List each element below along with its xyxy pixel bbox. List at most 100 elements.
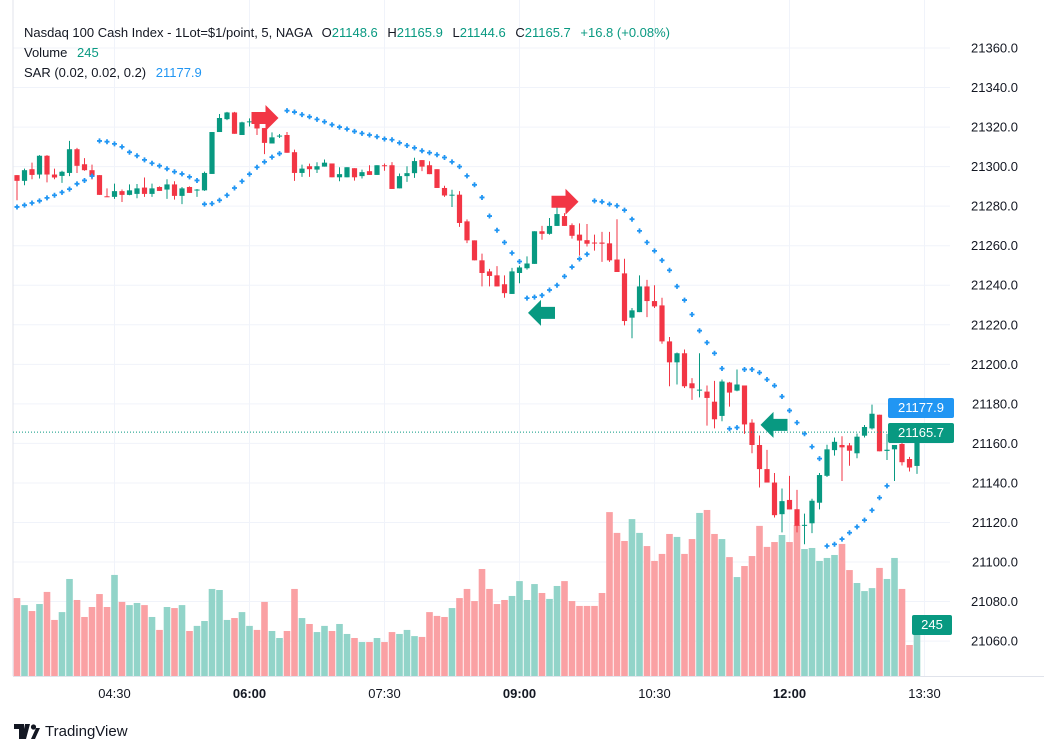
sar-value: 21177.9 — [155, 65, 202, 80]
volume-bar — [313, 632, 321, 676]
y-tick-label: 21300.0 — [971, 159, 1018, 174]
volume-bar — [373, 637, 381, 676]
tradingview-logo-icon — [14, 724, 40, 739]
candle-body — [666, 341, 673, 363]
volume-bar — [756, 525, 763, 676]
volume-bar — [831, 554, 838, 676]
volume-legend[interactable]: Volume 245 — [24, 45, 99, 60]
volume-badge: 245 — [912, 615, 952, 635]
sar-dot — [697, 328, 702, 334]
sar-dot — [854, 524, 860, 530]
volume-bar — [883, 578, 891, 676]
sar-dot — [682, 297, 687, 303]
y-tick-label: 21340.0 — [971, 80, 1018, 95]
volume-bar — [553, 585, 561, 676]
sar-dot — [412, 145, 417, 151]
volume-bar — [388, 632, 396, 676]
volume-bar — [606, 512, 613, 676]
x-tick-label: 07:30 — [368, 686, 401, 701]
volume-bar — [403, 629, 411, 676]
candle-body — [756, 444, 763, 470]
sar-dot — [487, 213, 492, 219]
candle-body — [254, 121, 260, 129]
volume-bar — [703, 509, 711, 676]
x-tick-label: 13:30 — [908, 686, 941, 701]
volume-bar — [448, 608, 456, 676]
candle-body — [156, 186, 163, 191]
candle-body — [419, 160, 425, 167]
sar-dot — [472, 182, 477, 188]
candle-body — [741, 385, 748, 425]
sar-dot — [479, 194, 485, 200]
candle-body — [449, 194, 455, 196]
volume-bar — [201, 621, 208, 676]
candle-body — [651, 301, 658, 307]
candle-body — [96, 175, 103, 195]
candle-body — [524, 263, 530, 269]
sar-dot — [817, 456, 822, 462]
sar-dot — [884, 483, 890, 489]
sar-legend[interactable]: SAR (0.02, 0.02, 0.2) 21177.9 — [24, 65, 202, 80]
volume-bar — [741, 566, 748, 676]
volume-bar — [328, 630, 336, 676]
volume-bar — [306, 623, 313, 676]
y-tick-label: 21220.0 — [971, 317, 1018, 332]
sar-dot — [254, 164, 260, 170]
candle-body — [321, 162, 328, 167]
sar-dot — [704, 340, 710, 346]
sar-dot — [352, 128, 357, 134]
arrow-left-icon — [528, 299, 555, 326]
volume-bar — [418, 636, 426, 676]
volume-bar — [223, 619, 231, 676]
sar-dot — [652, 248, 657, 254]
sar-dot — [547, 287, 552, 293]
sar-dot — [127, 149, 132, 155]
volume-bar — [681, 553, 688, 676]
volume-bar — [51, 619, 58, 676]
y-tick-label: 21060.0 — [971, 634, 1018, 649]
sar-dot — [337, 124, 342, 130]
sar-dot — [517, 259, 522, 265]
volume-bar — [808, 547, 816, 676]
tradingview-logo[interactable]: TradingView — [14, 723, 128, 740]
sar-dot — [292, 109, 297, 115]
volume-bar — [456, 598, 463, 676]
sar-dot — [832, 541, 837, 547]
volume-bar — [366, 642, 373, 676]
volume-bar — [576, 605, 583, 676]
sar-dot — [157, 163, 162, 169]
volume-bar — [238, 612, 246, 676]
sar-dot — [727, 426, 732, 432]
sar-dot — [502, 239, 507, 245]
sar-dot — [599, 199, 605, 205]
candle-body — [314, 166, 320, 170]
candle-body — [389, 165, 395, 189]
sar-dot — [644, 239, 650, 245]
candle-body — [794, 509, 800, 526]
volume-bar — [718, 539, 726, 676]
volume-bar — [561, 581, 568, 676]
sar-dot — [877, 495, 882, 501]
sar-dot — [719, 365, 725, 371]
volume-bar — [771, 542, 778, 676]
x-tick-label: 06:00 — [233, 686, 266, 701]
sar-dot — [359, 130, 365, 136]
volume-bar — [733, 577, 741, 676]
sar-dot — [764, 377, 770, 383]
volume-bar — [478, 568, 486, 676]
candle-body — [186, 186, 193, 193]
sar-dot — [532, 294, 537, 300]
candle-body — [381, 165, 388, 167]
sar-dot — [322, 119, 327, 125]
volume-bar — [816, 560, 823, 676]
volume-bar — [13, 598, 21, 676]
last-price-badge: 21165.7 — [888, 423, 954, 443]
sar-dot — [367, 132, 372, 138]
candle-body — [404, 173, 410, 177]
y-tick-label: 21240.0 — [971, 278, 1018, 293]
volume-bar — [838, 543, 846, 676]
volume-bars — [13, 509, 921, 676]
sar-dot — [97, 138, 102, 144]
volume-bar — [28, 611, 36, 676]
